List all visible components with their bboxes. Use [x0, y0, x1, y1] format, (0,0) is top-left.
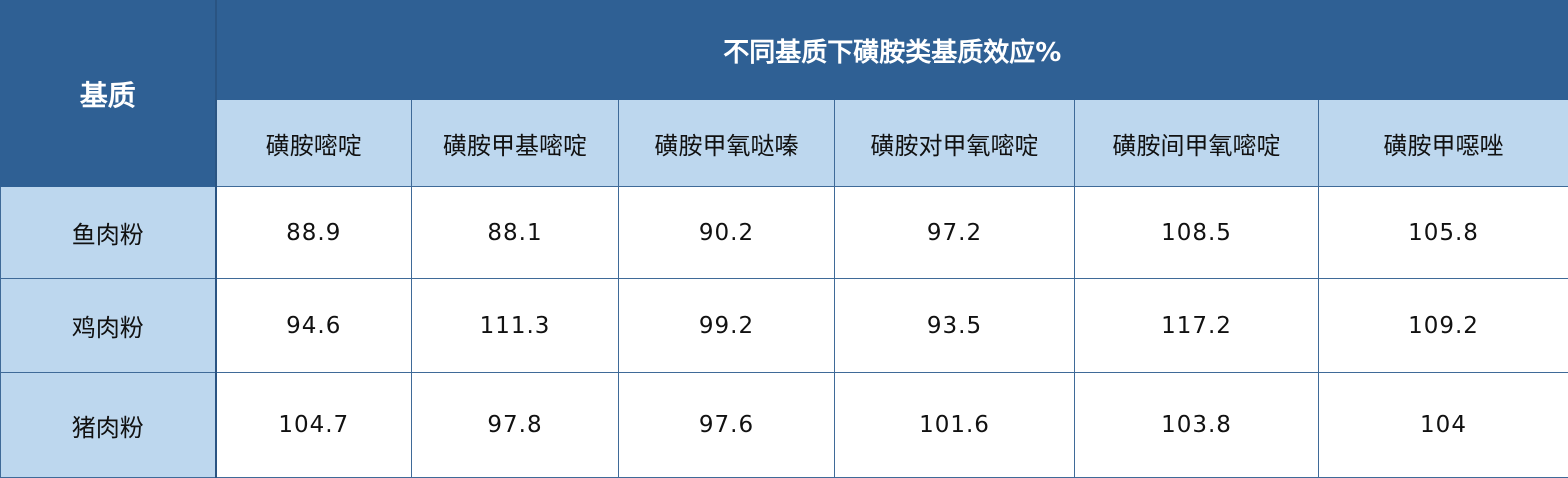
table-cell: 94.6 [216, 279, 412, 373]
column-header: 磺胺间甲氧嘧啶 [1075, 100, 1319, 187]
row-header: 鸡肉粉 [1, 279, 216, 373]
table-cell: 93.5 [835, 279, 1075, 373]
table-cell: 111.3 [412, 279, 619, 373]
column-header: 磺胺甲噁唑 [1319, 100, 1568, 187]
table-cell: 88.1 [412, 187, 619, 279]
table-cell: 97.2 [835, 187, 1075, 279]
table-cell: 97.6 [619, 373, 835, 478]
table-cell: 104.7 [216, 373, 412, 478]
column-header: 磺胺甲氧哒嗪 [619, 100, 835, 187]
table-title: 不同基质下磺胺类基质效应% [216, 1, 1568, 100]
table-cell: 104 [1319, 373, 1568, 478]
table-cell: 99.2 [619, 279, 835, 373]
table-row: 鱼肉粉 88.9 88.1 90.2 97.2 108.5 105.8 [1, 187, 1568, 279]
table-cell: 88.9 [216, 187, 412, 279]
table-cell: 108.5 [1075, 187, 1319, 279]
table-cell: 97.8 [412, 373, 619, 478]
table-cell: 109.2 [1319, 279, 1568, 373]
table-cell: 101.6 [835, 373, 1075, 478]
table-cell: 103.8 [1075, 373, 1319, 478]
column-header: 磺胺甲基嘧啶 [412, 100, 619, 187]
column-header: 磺胺嘧啶 [216, 100, 412, 187]
corner-header: 基质 [1, 1, 216, 187]
table-row: 猪肉粉 104.7 97.8 97.6 101.6 103.8 104 [1, 373, 1568, 478]
table-cell: 117.2 [1075, 279, 1319, 373]
row-header: 猪肉粉 [1, 373, 216, 478]
column-header: 磺胺对甲氧嘧啶 [835, 100, 1075, 187]
table-cell: 105.8 [1319, 187, 1568, 279]
table-row: 鸡肉粉 94.6 111.3 99.2 93.5 117.2 109.2 [1, 279, 1568, 373]
table-cell: 90.2 [619, 187, 835, 279]
row-header: 鱼肉粉 [1, 187, 216, 279]
